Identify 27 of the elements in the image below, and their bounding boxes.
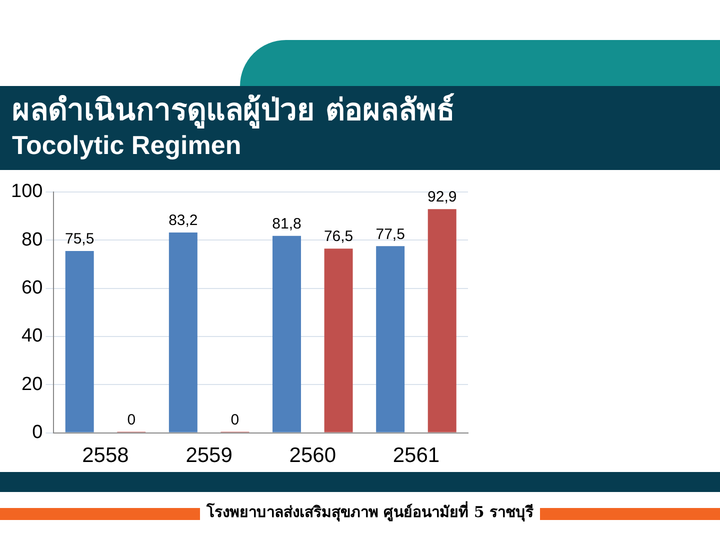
chart-title: ผลดำเนินการดูแลผู้ป่วย ต่อผลลัพธ์ bbox=[12, 93, 454, 128]
y-tick-label: 80 bbox=[22, 229, 43, 250]
data-label: 0 bbox=[230, 411, 240, 428]
bar bbox=[324, 248, 353, 432]
y-tick-label: 0 bbox=[32, 422, 43, 444]
bar bbox=[65, 250, 94, 432]
data-label: 76,5 bbox=[324, 228, 354, 246]
bar bbox=[376, 246, 405, 432]
y-tick-label: 20 bbox=[22, 374, 43, 395]
bar bbox=[272, 236, 301, 432]
x-tick-label: 2561 bbox=[392, 444, 440, 468]
y-tick-label: 100 bbox=[11, 181, 43, 202]
data-label: 83,2 bbox=[168, 212, 198, 230]
data-label: 92,9 bbox=[428, 188, 457, 206]
data-label: 75,5 bbox=[64, 230, 94, 248]
data-label: 81,8 bbox=[272, 215, 302, 232]
text: โรงพยาบาลส่งเสริมสุขภาพ ศูนย์อนามัยที่ 5 ราชบุรี bbox=[205, 500, 535, 524]
x-tick-label: 2560 bbox=[289, 444, 336, 468]
bar bbox=[168, 232, 198, 432]
x-tick-label: 2559 bbox=[186, 444, 232, 468]
data-label: 0 bbox=[127, 411, 136, 428]
y-tick-label: 40 bbox=[22, 326, 43, 347]
chart-subtitle: Tocolytic Regimen bbox=[12, 130, 242, 161]
x-tick-label: 2558 bbox=[82, 444, 129, 468]
bar bbox=[428, 209, 456, 432]
y-tick-label: 60 bbox=[22, 278, 43, 299]
data-label: 77,5 bbox=[376, 226, 405, 243]
